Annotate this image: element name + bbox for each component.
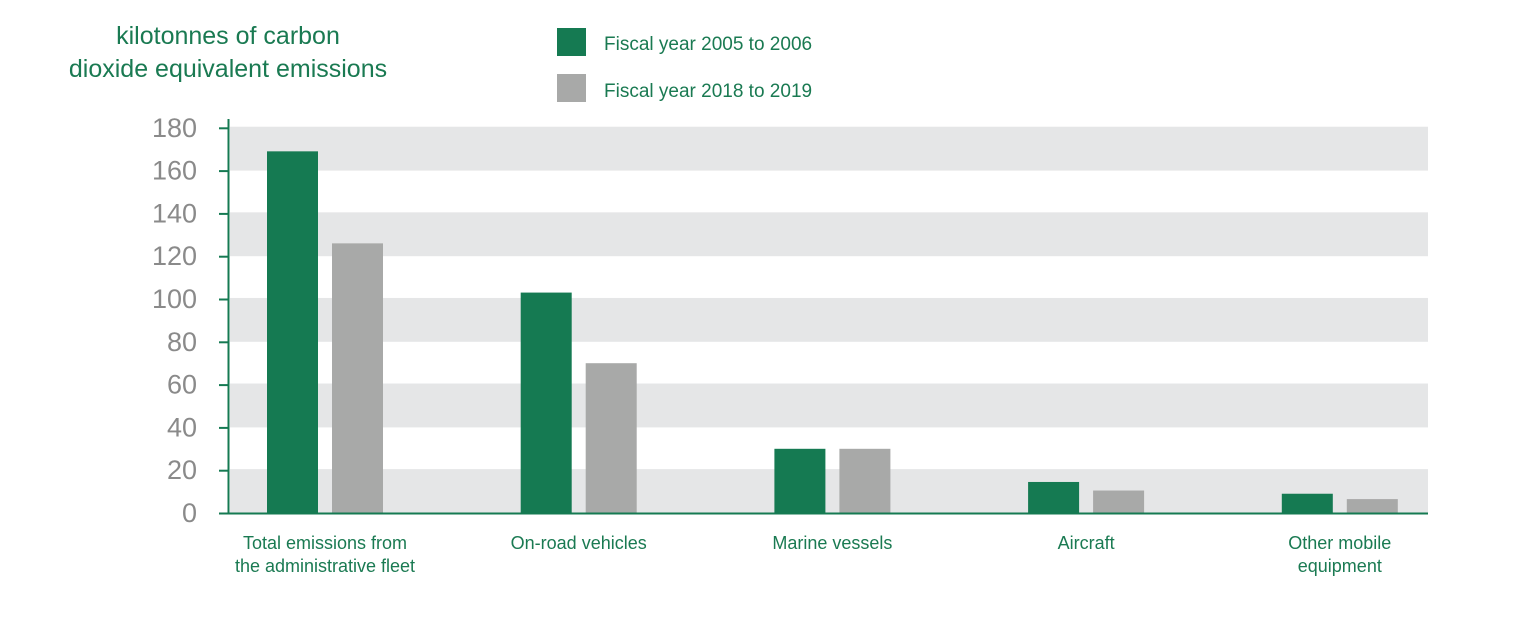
y-tick-label: 180 [152,113,197,143]
y-tick-label: 100 [152,284,197,314]
bar-series-2-category-1 [332,243,383,514]
y-axis-ticks: 0 20 40 60 80 100 120 140 160 180 [152,113,229,528]
category-label: equipment [1298,556,1382,576]
grid-band [230,383,1428,428]
y-axis-title-line-1: kilotonnes of carbon [116,22,340,50]
bar-series-1-category-5 [1281,493,1333,513]
category-label: Marine vessels [772,533,892,553]
grid-band [230,469,1428,513]
grid-band [230,126,1428,171]
bars [267,151,1398,514]
legend-swatch-2005-2006 [557,28,586,56]
category-label: On-road vehicles [511,533,647,553]
x-axis-category-labels: Total emissions from the administrative f… [235,533,1391,576]
y-tick-label: 160 [152,156,197,186]
y-tick-label: 140 [152,198,197,228]
legend-label-2018-2019: Fiscal year 2018 to 2019 [604,81,812,102]
bar-series-2-category-5 [1346,499,1398,513]
y-tick-label: 40 [167,412,197,442]
grid-band [230,297,1428,342]
category-label: Aircraft [1058,533,1115,553]
y-tick-label: 60 [167,370,197,400]
y-tick-label: 80 [167,327,197,357]
bar-series-1-category-4 [1028,481,1080,513]
bar-series-1-category-2 [520,292,572,513]
category-label: Total emissions from [243,533,407,553]
legend-swatch-2018-2019 [557,74,586,102]
legend: Fiscal year 2005 to 2006 Fiscal year 201… [557,28,812,102]
legend-label-2005-2006: Fiscal year 2005 to 2006 [604,34,812,55]
y-axis-title-line-2: dioxide equivalent emissions [69,55,387,83]
bar-series-2-category-4 [1093,490,1145,513]
grid-bands [230,126,1428,513]
bar-series-2-category-3 [839,448,891,513]
y-tick-label: 120 [152,241,197,271]
grid-band [230,212,1428,257]
bar-series-2-category-2 [585,363,637,513]
bar-series-1-category-3 [774,448,826,513]
bar-series-1-category-1 [267,151,318,513]
y-tick-label: 20 [167,455,197,485]
category-label: Other mobile [1288,533,1391,553]
y-tick-label: 0 [182,498,197,528]
category-label: the administrative fleet [235,556,415,576]
